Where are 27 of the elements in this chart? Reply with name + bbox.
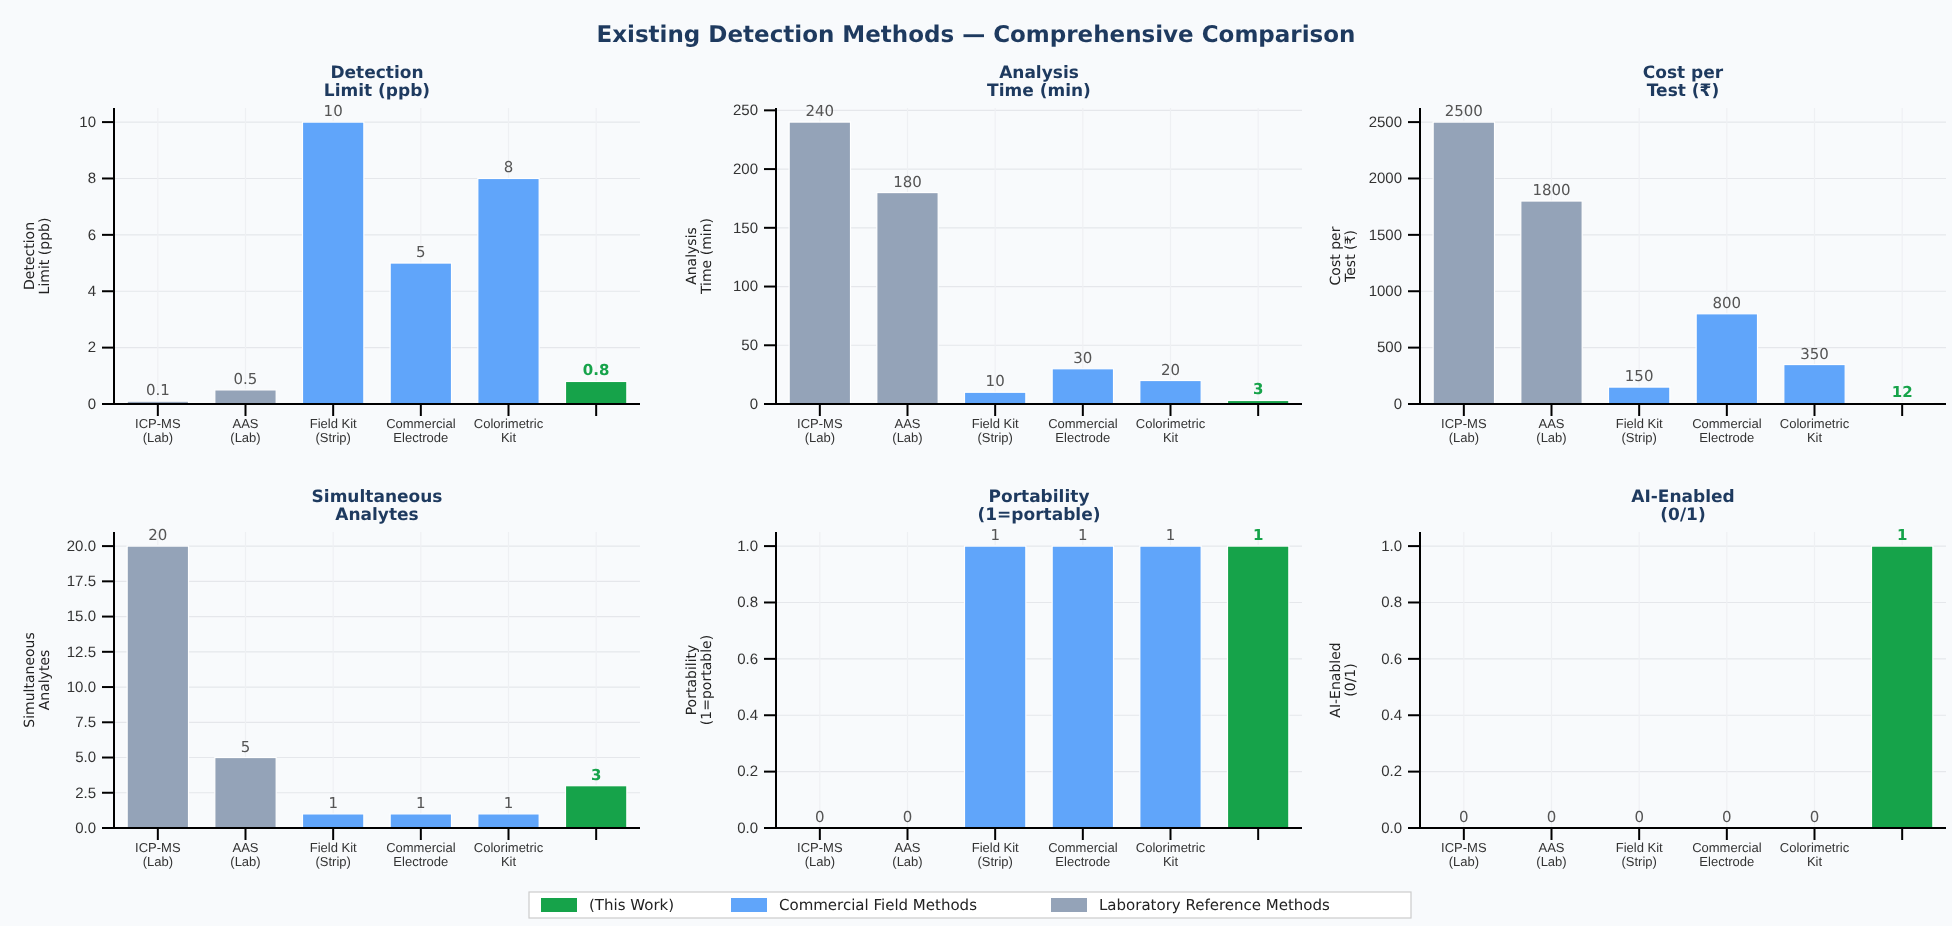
bar (1783, 363, 1846, 405)
bar (876, 191, 939, 405)
bar (1139, 379, 1202, 405)
bar (564, 785, 628, 829)
bar (788, 121, 852, 405)
chart-title: Simultaneous Analytes (311, 488, 443, 526)
bar (477, 177, 540, 405)
chart-title: Analysis Time (min) (987, 64, 1092, 102)
text: Existing Detection Methods — Comprehensive Comparison (596, 20, 1356, 48)
bar (1051, 368, 1115, 405)
bar (214, 756, 277, 829)
bar (564, 380, 628, 405)
bar (1432, 121, 1496, 405)
bar (214, 389, 277, 405)
chart-title: AI-Enabled (0/1) (1631, 488, 1735, 526)
bar (1695, 313, 1759, 405)
bar (1607, 386, 1671, 405)
chart-title: Cost per Test (₹) (1642, 64, 1725, 102)
bar (477, 813, 540, 829)
bar (301, 121, 365, 405)
chart-title: Detection Limit (ppb) (323, 64, 431, 102)
bar (126, 545, 190, 829)
chart-title: Portability (1=portable) (977, 488, 1101, 526)
bar (389, 813, 453, 829)
bar (1520, 200, 1583, 405)
bar (301, 813, 365, 829)
bar (389, 262, 453, 405)
